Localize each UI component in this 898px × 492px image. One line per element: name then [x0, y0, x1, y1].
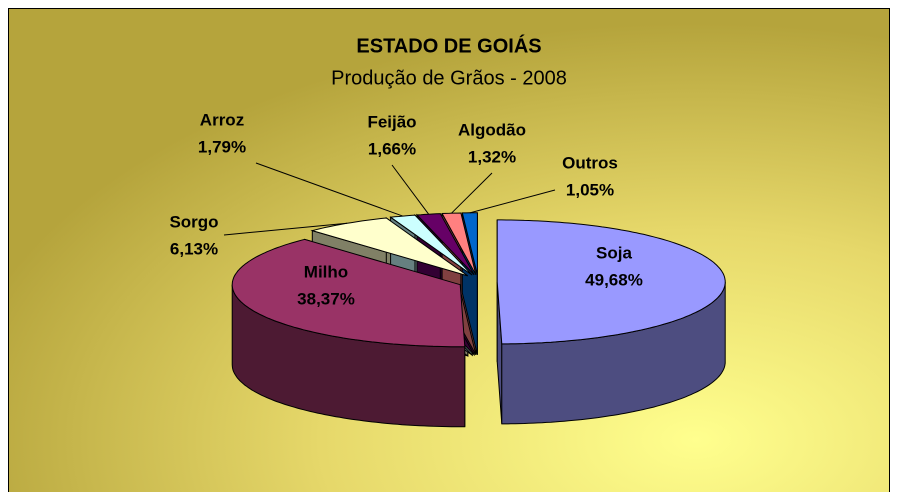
- pie-slice: [496, 219, 726, 345]
- leader-line: [223, 222, 348, 236]
- leader-line: [451, 172, 493, 214]
- slice-category-label: Outros: [562, 153, 618, 172]
- slice-value-label: 1,79%: [198, 137, 246, 156]
- slice-value-label: 1,66%: [368, 139, 416, 158]
- leader-line: [469, 189, 556, 214]
- leader-line: [391, 164, 430, 215]
- pie-slice: [461, 212, 478, 275]
- slice-value-label: 1,05%: [566, 180, 614, 199]
- slice-value-label: 49,68%: [585, 270, 643, 289]
- leader-line: [255, 162, 403, 217]
- pie-slice: [310, 217, 469, 277]
- slice-value-label: 6,13%: [170, 239, 218, 258]
- chart-title: ESTADO DE GOIÁS: [356, 34, 541, 57]
- slice-category-label: Arroz: [200, 110, 244, 129]
- slice-category-label: Algodão: [458, 120, 526, 139]
- slice-category-label: Feijão: [367, 112, 416, 131]
- chart-subtitle: Produção de Grãos - 2008: [331, 67, 567, 89]
- pie-slice: [231, 238, 466, 348]
- slice-value-label: 1,32%: [468, 147, 516, 166]
- slice-category-label: Soja: [596, 243, 632, 262]
- slice-value-label: 38,37%: [297, 289, 355, 308]
- slice-category-label: Sorgo: [169, 212, 218, 231]
- slice-category-label: Milho: [304, 262, 348, 281]
